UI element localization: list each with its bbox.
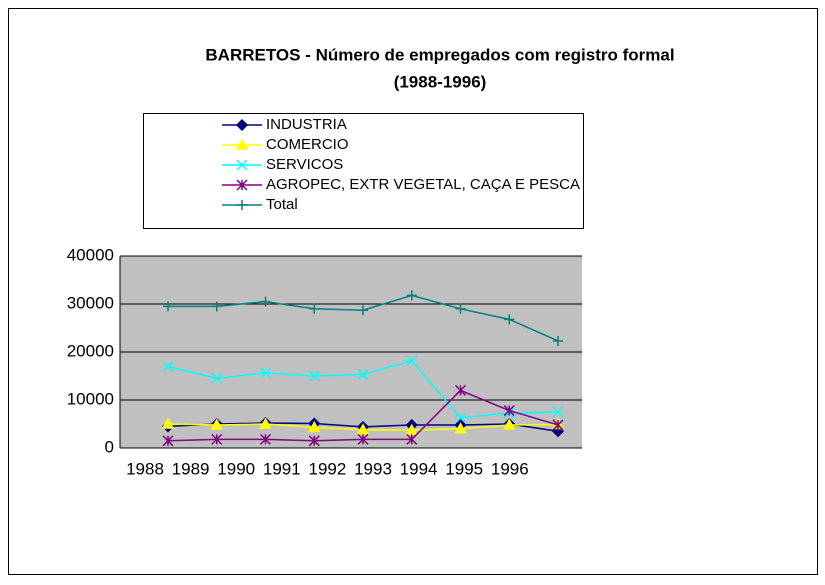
marker xyxy=(308,370,320,382)
legend-label: AGROPEC, EXTR VEGETAL, CAÇA E PESCA xyxy=(266,176,580,193)
chart-subtitle: (1988-1996) xyxy=(394,72,487,91)
x-tick-label: 1990 xyxy=(217,459,255,478)
marker xyxy=(455,303,466,314)
x-tick-label: 1991 xyxy=(263,459,301,478)
legend-label: Total xyxy=(266,196,298,213)
legend-box xyxy=(143,113,584,229)
marker xyxy=(259,417,272,429)
legend-label: INDUSTRIA xyxy=(266,116,347,133)
marker xyxy=(552,406,564,418)
marker xyxy=(211,433,223,445)
marker xyxy=(307,420,321,433)
marker xyxy=(405,423,419,435)
marker xyxy=(406,355,418,367)
marker xyxy=(260,296,271,307)
marker xyxy=(259,433,272,445)
marker xyxy=(259,367,272,379)
marker xyxy=(454,412,467,424)
legend-label: SERVICOS xyxy=(266,156,343,173)
marker xyxy=(162,360,174,372)
x-tick-label: 1996 xyxy=(491,459,529,478)
legend-label: COMERCIO xyxy=(266,136,349,153)
marker xyxy=(454,384,467,396)
marker xyxy=(356,423,370,435)
marker xyxy=(163,301,173,312)
y-tick-label: 0 xyxy=(105,437,114,456)
marker xyxy=(503,405,515,417)
y-tick-label: 20000 xyxy=(67,341,114,360)
marker xyxy=(211,301,222,312)
marker xyxy=(553,335,563,346)
marker xyxy=(454,422,467,434)
marker xyxy=(235,138,249,150)
marker xyxy=(235,118,249,132)
marker xyxy=(161,417,175,429)
x-tick-label: 1994 xyxy=(400,459,438,478)
marker xyxy=(236,159,248,171)
x-tick-label: 1992 xyxy=(308,459,346,478)
chart-title: BARRETOS - Número de empregados com regi… xyxy=(205,45,674,64)
marker xyxy=(211,372,223,384)
marker xyxy=(406,290,417,301)
marker xyxy=(502,418,516,430)
y-tick-label: 40000 xyxy=(67,245,114,264)
y-tick-label: 10000 xyxy=(67,389,114,408)
marker xyxy=(162,435,174,447)
marker xyxy=(210,418,224,430)
marker xyxy=(357,433,369,445)
marker xyxy=(308,435,320,447)
marker xyxy=(406,433,418,445)
marker xyxy=(357,369,369,381)
x-tick-label: 1993 xyxy=(354,459,392,478)
marker xyxy=(504,314,515,325)
marker xyxy=(552,419,564,431)
x-tick-label: 1989 xyxy=(172,459,210,478)
x-tick-label: 1988 xyxy=(126,459,164,478)
marker xyxy=(237,200,247,210)
marker xyxy=(309,303,320,314)
y-tick-label: 30000 xyxy=(67,293,114,312)
marker xyxy=(236,179,248,191)
marker xyxy=(358,305,368,316)
x-tick-label: 1995 xyxy=(445,459,483,478)
